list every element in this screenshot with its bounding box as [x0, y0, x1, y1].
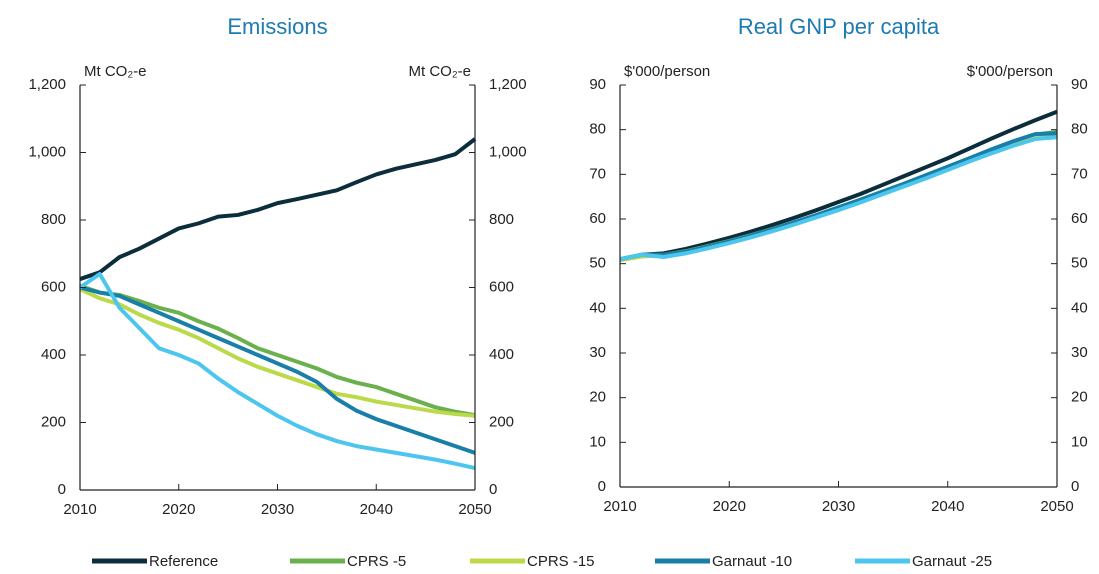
y2-axis-label: $'000/person [967, 63, 1053, 80]
y2-tick-label: 800 [489, 211, 514, 228]
series-line [78, 272, 476, 471]
legend-label: Garnaut -25 [912, 553, 992, 570]
x-tick-label: 2020 [162, 501, 195, 518]
y2-tick-label: 400 [489, 346, 514, 363]
y2-tick-label: 50 [1071, 255, 1088, 272]
x-tick-label: 2010 [603, 498, 636, 515]
y-tick-label: 0 [598, 478, 606, 495]
y2-tick-label: 1,200 [489, 76, 527, 93]
y-tick-label: 600 [41, 278, 66, 295]
y-tick-label: 10 [589, 433, 606, 450]
y-tick-label: 30 [589, 344, 606, 361]
y2-tick-label: 30 [1071, 344, 1088, 361]
y-tick-label: 80 [589, 121, 606, 138]
y2-tick-label: 80 [1071, 121, 1088, 138]
y-tick-label: 40 [589, 299, 606, 316]
series-line [619, 109, 1058, 262]
y-tick-label: 20 [589, 389, 606, 406]
y-tick-label: 50 [589, 255, 606, 272]
x-tick-label: 2030 [261, 501, 294, 518]
y2-tick-label: 10 [1071, 433, 1088, 450]
y2-tick-label: 200 [489, 413, 514, 430]
y2-tick-label: 0 [489, 481, 497, 498]
y2-tick-label: 60 [1071, 210, 1088, 227]
y2-axis-label: Mt CO₂-e [409, 63, 472, 80]
y-tick-label: 70 [589, 165, 606, 182]
y-tick-label: 400 [41, 346, 66, 363]
y-tick-label: 0 [58, 481, 66, 498]
y2-tick-label: 20 [1071, 389, 1088, 406]
y2-tick-label: 0 [1071, 478, 1079, 495]
x-tick-label: 2010 [63, 501, 96, 518]
y-axis-label: Mt CO₂-e [84, 63, 147, 80]
y2-tick-label: 70 [1071, 165, 1088, 182]
legend-label: Garnaut -10 [712, 553, 792, 570]
y-axis-label: $'000/person [624, 63, 710, 80]
x-tick-label: 2030 [822, 498, 855, 515]
x-tick-label: 2050 [1040, 498, 1073, 515]
y-tick-label: 200 [41, 413, 66, 430]
y-tick-label: 1,000 [28, 143, 66, 160]
y-tick-label: 1,200 [28, 76, 66, 93]
y-tick-label: 800 [41, 211, 66, 228]
series-line [79, 287, 476, 418]
series-line [619, 135, 1058, 262]
y2-tick-label: 600 [489, 278, 514, 295]
chart-title: Real GNP per capita [738, 14, 940, 39]
series-line [79, 283, 476, 418]
series-line [79, 285, 476, 455]
y2-tick-label: 1,000 [489, 143, 527, 160]
legend-label: CPRS -15 [527, 553, 595, 570]
y-tick-label: 60 [589, 210, 606, 227]
x-tick-label: 2020 [713, 498, 746, 515]
series-line [79, 137, 477, 281]
y-tick-label: 90 [589, 76, 606, 93]
y2-tick-label: 90 [1071, 76, 1088, 93]
legend-label: CPRS -5 [347, 553, 406, 570]
y2-tick-label: 40 [1071, 299, 1088, 316]
legend-label: Reference [149, 553, 218, 570]
x-tick-label: 2040 [360, 501, 393, 518]
chart-title: Emissions [227, 14, 327, 39]
x-tick-label: 2040 [931, 498, 964, 515]
x-tick-label: 2050 [458, 501, 491, 518]
